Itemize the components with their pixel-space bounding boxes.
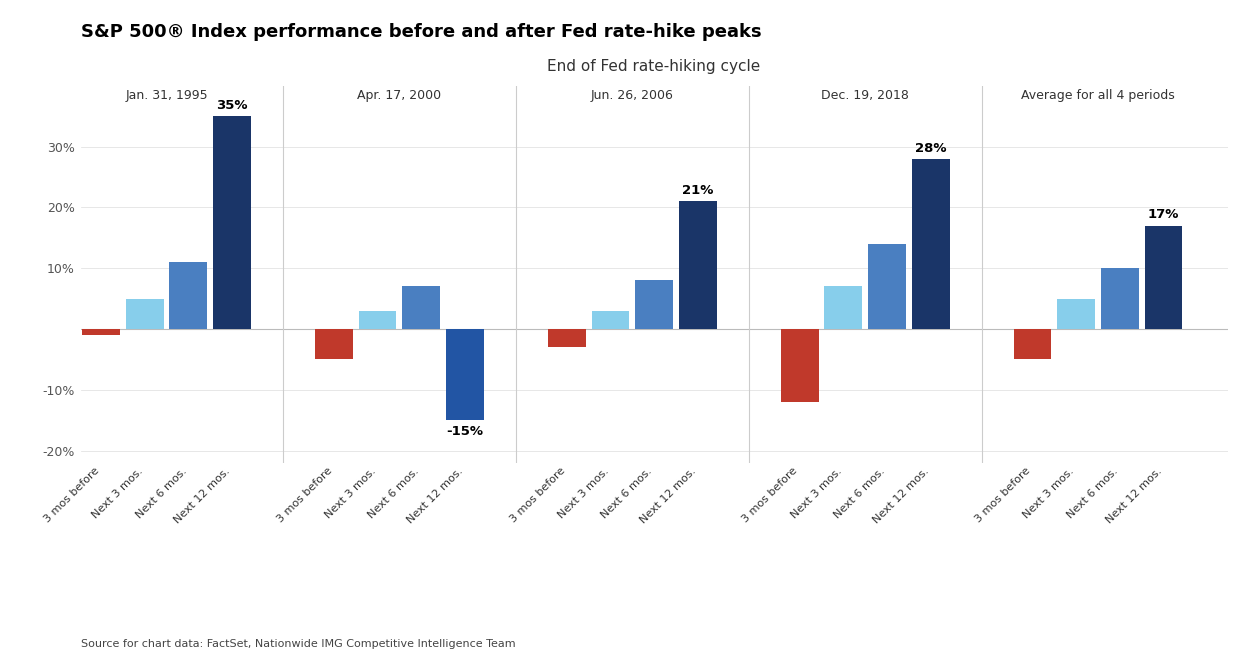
Text: 35%: 35% (216, 99, 248, 112)
Bar (170, 262, 207, 329)
Text: Next 12 mos.: Next 12 mos. (639, 466, 698, 525)
Bar (548, 329, 585, 347)
Text: 3 mos before: 3 mos before (275, 466, 334, 525)
Text: S&P 500® Index performance before and after Fed rate-hike peaks: S&P 500® Index performance before and af… (81, 23, 761, 41)
Text: Jan. 31, 1995: Jan. 31, 1995 (125, 89, 208, 102)
Bar (1145, 225, 1183, 329)
Text: Average for all 4 periods: Average for all 4 periods (1022, 89, 1176, 102)
Text: Next 6 mos.: Next 6 mos. (134, 466, 188, 520)
Text: 3 mos before: 3 mos before (795, 267, 805, 327)
Text: 28%: 28% (915, 141, 946, 155)
Text: Source for chart data: FactSet, Nationwide IMG Competitive Intelligence Team: Source for chart data: FactSet, Nationwi… (81, 639, 516, 649)
Text: 3 mos before: 3 mos before (508, 466, 567, 525)
Text: 17%: 17% (1148, 208, 1179, 221)
Bar (213, 116, 250, 329)
Text: End of Fed rate-hiking cycle: End of Fed rate-hiking cycle (548, 59, 760, 73)
Text: 3 mos before: 3 mos before (740, 466, 800, 525)
Text: Next 12 mos.: Next 12 mos. (1104, 466, 1163, 525)
Text: Next 3 mos.: Next 3 mos. (324, 466, 377, 520)
Text: Next 12 mos.: Next 12 mos. (172, 466, 232, 525)
Bar (125, 299, 164, 329)
Text: 3 mos before: 3 mos before (97, 267, 105, 327)
Bar (446, 329, 484, 420)
Text: Next 6 mos.: Next 6 mos. (367, 466, 422, 520)
Bar (1101, 268, 1138, 329)
Text: Next 6 mos.: Next 6 mos. (832, 466, 887, 520)
Text: Next 3 mos.: Next 3 mos. (91, 466, 145, 520)
Text: Next 12 mos.: Next 12 mos. (872, 466, 931, 525)
Bar (868, 244, 906, 329)
Text: Next 6 mos.: Next 6 mos. (600, 466, 655, 520)
Text: Jun. 26, 2006: Jun. 26, 2006 (590, 89, 673, 102)
Bar (82, 329, 120, 335)
Text: 3 mos before: 3 mos before (42, 466, 100, 525)
Text: Next 3 mos.: Next 3 mos. (789, 466, 843, 520)
Bar (1058, 299, 1095, 329)
Bar (591, 311, 630, 329)
Text: Next 12 mos.: Next 12 mos. (405, 466, 465, 525)
Text: Next 3 mos.: Next 3 mos. (556, 466, 610, 520)
Bar (911, 159, 950, 329)
Text: 3 mos before: 3 mos before (562, 267, 572, 327)
Bar (825, 286, 862, 329)
Text: -15%: -15% (446, 425, 484, 438)
Bar (678, 202, 717, 329)
Bar (635, 280, 673, 329)
Text: Dec. 19, 2018: Dec. 19, 2018 (821, 89, 909, 102)
Bar (402, 286, 440, 329)
Text: 3 mos before: 3 mos before (1028, 267, 1037, 327)
Bar (315, 329, 353, 360)
Text: Next 6 mos.: Next 6 mos. (1065, 466, 1120, 520)
Text: Apr. 17, 2000: Apr. 17, 2000 (357, 89, 441, 102)
Text: 3 mos before: 3 mos before (330, 267, 339, 327)
Text: 21%: 21% (682, 184, 713, 197)
Text: 3 mos before: 3 mos before (973, 466, 1033, 525)
Bar (781, 329, 818, 402)
Text: Next 3 mos.: Next 3 mos. (1022, 466, 1076, 520)
Bar (358, 311, 397, 329)
Bar (1013, 329, 1052, 360)
